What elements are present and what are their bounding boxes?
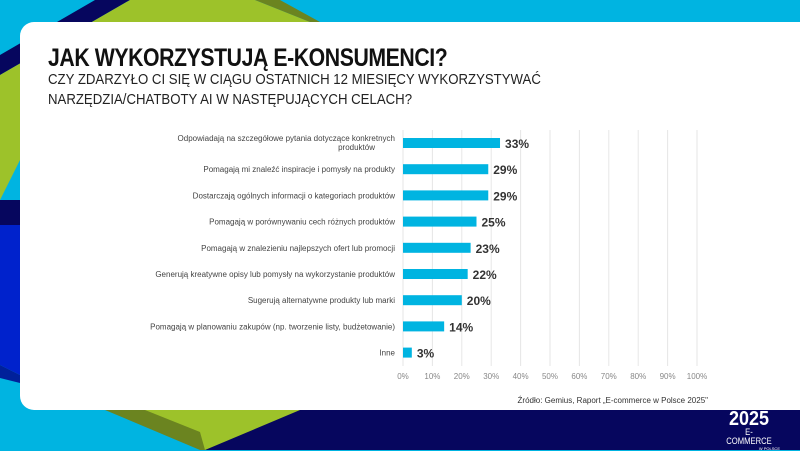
x-tick-label: 80% [630, 372, 646, 381]
x-tick-label: 40% [513, 372, 529, 381]
logo-year: 2025 [728, 408, 770, 430]
page-subtitle: CZY ZDARZYŁO CI SIĘ W CIĄGU OSTATNICH 12… [48, 71, 541, 108]
data-label: 3% [417, 347, 435, 361]
bar [403, 190, 489, 201]
data-label: 20% [467, 294, 491, 308]
x-tick-label: 60% [571, 372, 587, 381]
logo-name: E-COMMERCE [726, 427, 772, 446]
data-label: 23% [476, 242, 500, 256]
bar [403, 347, 412, 358]
data-label: 29% [493, 189, 517, 203]
data-label: 22% [473, 268, 497, 282]
bar [403, 269, 468, 279]
category-label: Dostarczają ogólnych informacji o katego… [193, 191, 396, 200]
data-label: 14% [449, 320, 473, 334]
content-card [20, 22, 800, 410]
bar [403, 138, 501, 148]
category-label: Pomagają mi znaleźć inspiracje i pomysły… [203, 165, 395, 174]
bar [403, 242, 471, 253]
x-tick-label: 100% [687, 372, 707, 381]
x-tick-label: 10% [424, 372, 440, 381]
x-tick-label: 0% [397, 372, 409, 381]
data-label: 33% [505, 137, 529, 151]
logo-sub: W POLSCE [758, 446, 780, 451]
bar-chart: 0% 10% 20% 30% 40% 50% 60% 70% 80% 90% 100% Odpowia… [150, 130, 707, 381]
category-label: Inne [379, 349, 395, 358]
x-tick-label: 50% [542, 372, 558, 381]
category-label: Pomagają w porównywaniu cech różnych pro… [209, 218, 395, 227]
bar [403, 295, 462, 306]
x-tick-label: 90% [660, 372, 676, 381]
data-label: 29% [493, 163, 517, 177]
bar [403, 216, 477, 227]
source-note: Źródło: Gemius, Raport „E-commerce w Pol… [517, 396, 708, 405]
category-label: Pomagają w planowaniu zakupów (np. tworz… [150, 322, 395, 331]
bar [403, 321, 445, 332]
x-tick-label: 30% [483, 372, 499, 381]
data-label: 25% [482, 216, 506, 230]
category-label: Odpowiadają na szczegółowe pytania dotyc… [178, 134, 395, 152]
category-label: Sugerują alternatywne produkty lub marki [248, 296, 395, 305]
ecommerce-logo: 2025 E-COMMERCE W POLSCE [718, 408, 780, 451]
x-tick-label: 20% [454, 372, 470, 381]
bar [403, 164, 489, 175]
page-title: JAK WYKORZYSTUJĄ E-KONSUMENCI? [48, 44, 448, 72]
category-label: Pomagają w znalezieniu najlepszych ofert… [201, 244, 395, 253]
x-tick-label: 70% [601, 372, 617, 381]
category-label: Generują kreatywne opisy lub pomysły na … [155, 270, 395, 279]
